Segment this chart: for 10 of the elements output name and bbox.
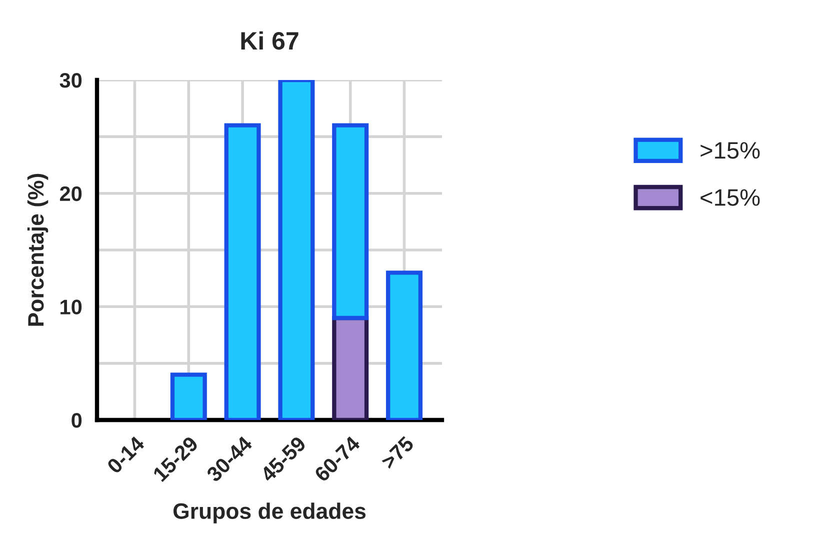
y-tick-label: 20 [60,186,82,202]
y-tick-label: 0 [72,413,82,428]
chart-title: Ki 67 [241,31,298,50]
y-axis-title: Porcentaje (%) [27,174,48,326]
x-axis-title: Grupos de edades [173,502,366,524]
y-tick-label: 10 [60,300,82,314]
x-tick-label: >75 [380,436,415,470]
legend-label: >15% [700,142,760,159]
legend-label: <15% [700,189,760,206]
y-tick-label: 30 [60,73,82,88]
